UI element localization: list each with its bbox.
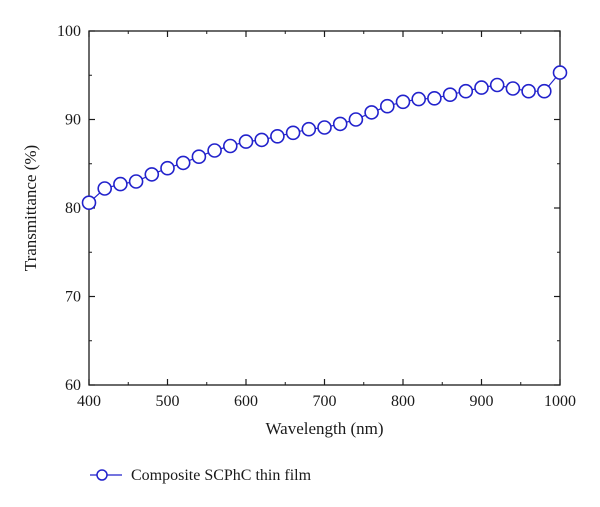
data-point <box>175 155 191 171</box>
x-tick-label: 1000 <box>544 393 576 410</box>
data-point <box>254 132 270 148</box>
data-point <box>113 176 128 192</box>
y-tick-label: 60 <box>65 377 81 394</box>
data-point <box>458 83 474 99</box>
data-point <box>395 94 411 110</box>
plot-frame <box>88 30 561 386</box>
data-point <box>364 105 379 120</box>
data-point <box>474 80 489 95</box>
data-point <box>552 65 568 80</box>
y-tick-label: 70 <box>65 289 81 306</box>
data-point <box>238 134 254 149</box>
data-point <box>348 112 364 127</box>
x-tick-label: 600 <box>234 393 258 410</box>
data-point <box>489 77 505 93</box>
data-point <box>223 138 238 154</box>
data-point <box>81 195 97 210</box>
data-point <box>505 81 521 96</box>
data-point <box>144 167 160 182</box>
x-tick-label: 700 <box>313 393 337 410</box>
data-point <box>442 87 458 102</box>
x-tick-label: 800 <box>391 393 415 410</box>
y-axis-title: Transmittance (%) <box>21 145 40 271</box>
data-point <box>97 181 112 196</box>
series-line <box>88 72 561 204</box>
data-point <box>317 120 332 135</box>
y-tick-label: 100 <box>57 23 81 40</box>
x-axis-title: Wavelength (nm) <box>265 419 383 438</box>
y-tick-label: 90 <box>65 112 81 129</box>
x-tick-label: 500 <box>156 393 180 410</box>
data-point <box>521 83 536 99</box>
y-axis-ticks: 60 70 80 90 100 <box>57 23 560 394</box>
data-point <box>379 98 395 114</box>
data-point <box>411 91 427 107</box>
data-point <box>207 143 222 158</box>
data-point <box>160 160 175 176</box>
series-markers <box>81 65 568 210</box>
data-point <box>536 83 552 99</box>
x-tick-label: 400 <box>77 393 101 410</box>
legend: Composite SCPhC thin film <box>90 467 312 484</box>
data-point <box>427 91 442 106</box>
data-point <box>301 121 317 137</box>
data-point <box>191 149 207 164</box>
data-point <box>285 125 301 141</box>
data-point <box>128 174 144 189</box>
data-point <box>332 116 348 132</box>
x-axis-ticks: 400 500 600 700 800 900 1000 <box>77 31 576 410</box>
y-tick-label: 80 <box>65 200 81 217</box>
data-point <box>270 129 285 144</box>
x-tick-label: 900 <box>470 393 494 410</box>
legend-label: Composite SCPhC thin film <box>131 467 312 484</box>
legend-swatch-marker <box>96 469 108 481</box>
